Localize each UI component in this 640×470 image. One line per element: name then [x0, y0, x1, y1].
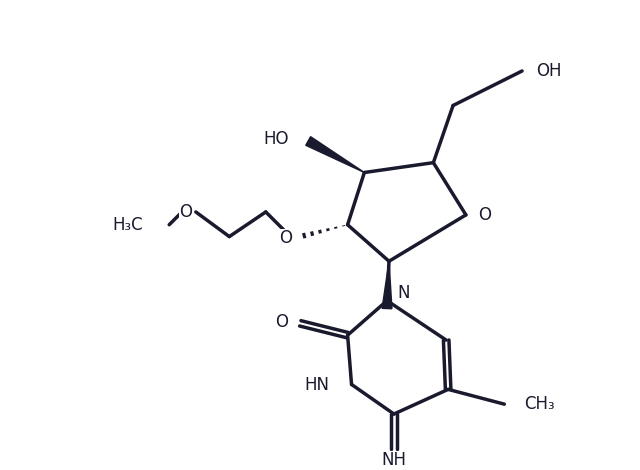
Text: HO: HO: [263, 130, 289, 148]
Text: O: O: [179, 203, 192, 221]
Text: O: O: [275, 313, 289, 331]
Text: NH: NH: [381, 451, 406, 470]
Text: O: O: [477, 206, 491, 224]
Text: H₃C: H₃C: [112, 216, 143, 234]
Text: O: O: [280, 228, 292, 247]
Polygon shape: [306, 137, 364, 172]
Text: HN: HN: [305, 376, 330, 394]
Text: N: N: [397, 284, 410, 302]
Text: OH: OH: [536, 62, 561, 80]
Polygon shape: [382, 261, 392, 309]
Text: CH₃: CH₃: [524, 395, 555, 413]
